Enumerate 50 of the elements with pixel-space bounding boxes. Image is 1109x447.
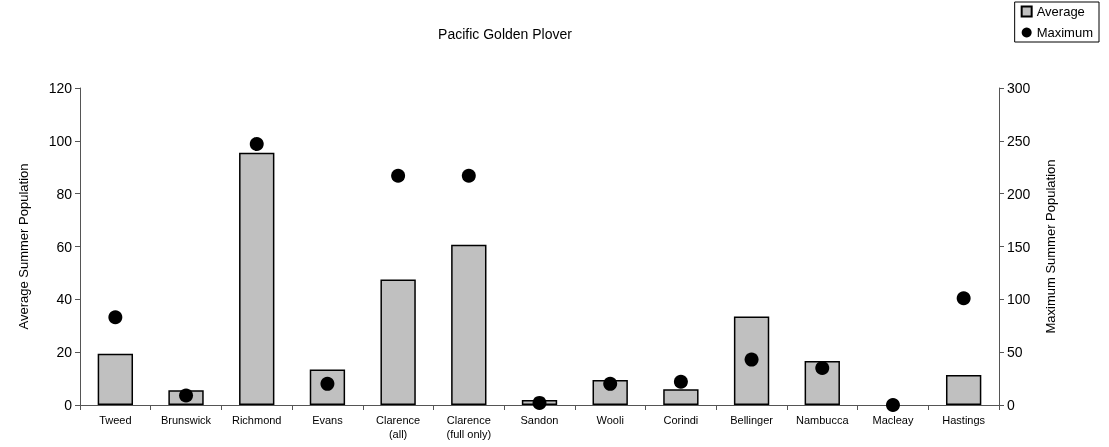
- x-tick-label: Bellinger: [730, 414, 774, 426]
- x-tick-label: Richmond: [231, 414, 282, 426]
- y-tick-label: 0: [64, 397, 73, 413]
- x-tick-label: Corindi: [663, 414, 699, 426]
- point: [532, 395, 547, 410]
- y2-tick-label: 250: [1007, 132, 1031, 149]
- point: [108, 310, 123, 325]
- y-axis-title: Average Summer Population: [16, 163, 31, 330]
- x-tick-label: Wooli: [596, 414, 624, 426]
- x-tick-label: Macleay: [872, 414, 914, 426]
- bar: [451, 244, 487, 405]
- y2-axis-title: Maximum Summer Population: [1043, 159, 1058, 334]
- x-tick-label: Nambucca: [795, 414, 850, 426]
- x-tick-label: Tweed: [99, 414, 132, 426]
- y-tick-label: 100: [48, 132, 73, 149]
- legend-label: Maximum: [1036, 25, 1094, 40]
- point: [179, 388, 194, 403]
- y-tick-label: 20: [56, 344, 73, 361]
- point: [249, 137, 264, 151]
- x-tick-label: Clarence (all): [376, 414, 421, 440]
- point: [673, 374, 688, 389]
- point: [956, 291, 971, 306]
- y2-tick-label: 0: [1007, 397, 1015, 413]
- x-tick-label: Hastings: [942, 414, 986, 426]
- y-tick-label: 60: [56, 238, 73, 255]
- x-tick-label: Sandon: [520, 414, 559, 426]
- x-tick-label: Evans: [312, 414, 344, 426]
- chart-title: Pacific Golden Plover: [438, 26, 573, 42]
- bar: [97, 353, 134, 405]
- y2-tick-label: 300: [1007, 80, 1031, 96]
- point: [815, 361, 830, 376]
- bar: [239, 152, 275, 405]
- point: [603, 376, 618, 391]
- x-tick-label: Brunswick: [160, 414, 212, 426]
- point: [744, 352, 759, 367]
- y2-tick-label: 200: [1007, 185, 1031, 202]
- legend-label: Average: [1036, 4, 1085, 19]
- y2-tick-label: 150: [1007, 238, 1031, 255]
- bar: [945, 374, 982, 405]
- point: [885, 398, 900, 412]
- y2-tick-label: 50: [1007, 344, 1023, 361]
- x-tick-label: Clarence (full only): [446, 414, 492, 440]
- y2-tick-label: 100: [1007, 291, 1031, 308]
- bar: [380, 279, 416, 405]
- point: [391, 168, 406, 183]
- y-tick-label: 80: [56, 185, 73, 202]
- y-tick-label: 40: [56, 291, 73, 308]
- point: [461, 168, 476, 183]
- bar: [733, 316, 770, 405]
- y-tick-label: 120: [48, 80, 73, 96]
